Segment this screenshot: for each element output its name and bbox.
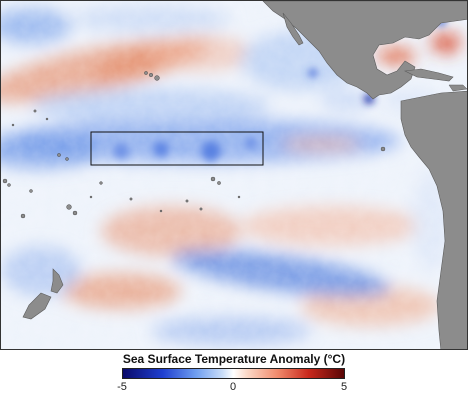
- land-central-america: [262, 1, 467, 100]
- legend-title-text: Sea Surface Temperature Anomaly: [122, 352, 321, 366]
- legend-colorbar: [122, 368, 345, 379]
- legend-title: Sea Surface Temperature Anomaly (°C): [0, 352, 468, 366]
- legend-unit: (°C): [323, 352, 346, 366]
- anomaly-spots: [113, 16, 446, 161]
- sst-anomaly-map: [0, 0, 468, 350]
- legend-tick-max: 5: [340, 381, 348, 393]
- land-baja: [282, 12, 304, 46]
- legend-tick-min: -5: [117, 381, 127, 393]
- legend-tick-zero: 0: [229, 381, 237, 393]
- land-hawaii: [144, 71, 160, 81]
- legend: Sea Surface Temperature Anomaly (°C) -5 …: [0, 350, 468, 403]
- land-new-zealand-south: [22, 292, 52, 320]
- anomaly-texture: [1, 1, 467, 349]
- land-caribbean: [403, 68, 454, 82]
- land-hispaniola: [448, 84, 467, 92]
- map-canvas: [1, 1, 467, 349]
- land-south-america: [400, 90, 467, 349]
- land-new-zealand: [50, 268, 64, 294]
- land-pacific-islands: [2, 109, 241, 219]
- nino-region-box: [90, 131, 264, 166]
